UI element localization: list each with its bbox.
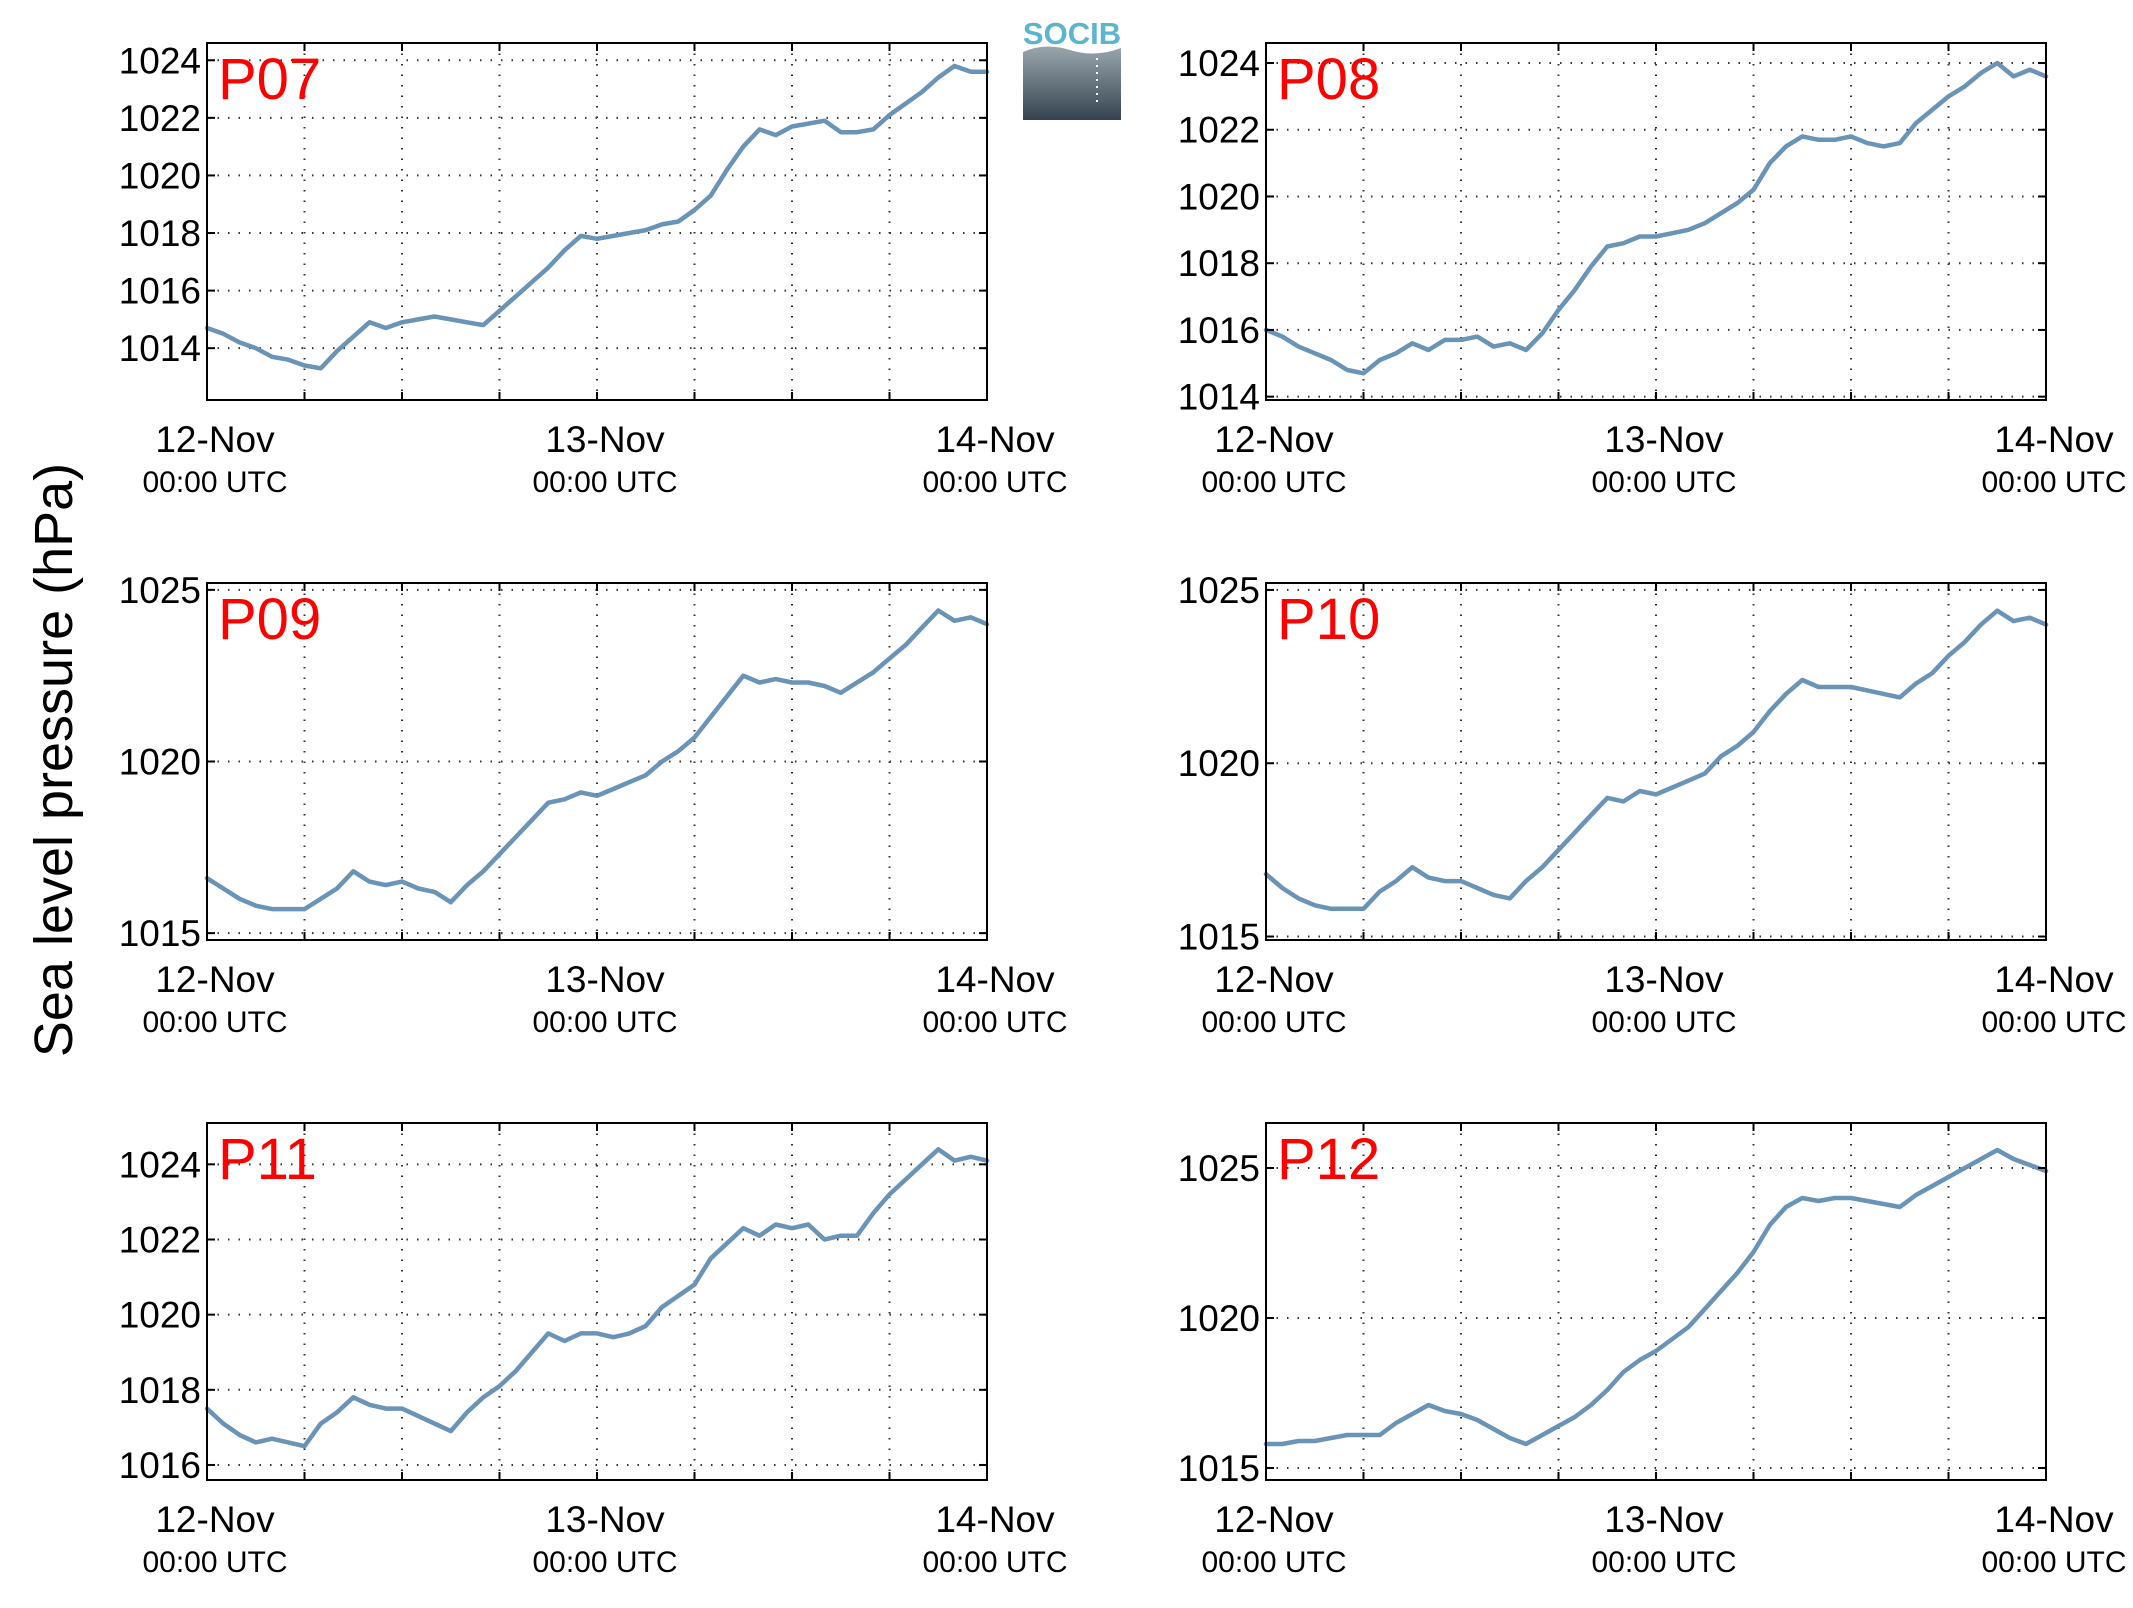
- x-tick-time: 00:00 UTC: [1201, 466, 1346, 499]
- x-tick-date: 13-Nov: [1604, 419, 1724, 460]
- socib-logo: SOCIB: [1023, 16, 1121, 120]
- chart-panel-p09: 1015 1020 1025 12-Nov 00:00 UTC 13-Nov 00:00 U…: [119, 570, 1068, 1039]
- x-tick-date: 12-Nov: [1214, 959, 1334, 1000]
- y-tick-label: 1024: [1178, 43, 1260, 84]
- series-line-p12: [1263, 1147, 2049, 1447]
- chart-panel-p12: 1015 1020 1025 12-Nov 00:00 UTC 13-Nov 00:00 U…: [1178, 1122, 2127, 1579]
- x-tick-date: 13-Nov: [545, 959, 665, 1000]
- x-tick-date: 13-Nov: [1604, 959, 1724, 1000]
- series-line-p11: [204, 1147, 990, 1449]
- y-tick-label: 1024: [119, 40, 201, 81]
- y-tick-label: 1015: [1178, 1448, 1260, 1489]
- panel-label-p08: P08: [1277, 47, 1380, 112]
- x-tick-time: 00:00 UTC: [532, 466, 677, 499]
- x-tick-time: 00:00 UTC: [142, 1546, 287, 1579]
- x-tick-time: 00:00 UTC: [1201, 1546, 1346, 1579]
- y-tick-label: 1020: [119, 1295, 201, 1336]
- y-tick-label: 1022: [119, 1219, 201, 1260]
- y-tick-label: 1018: [119, 213, 201, 254]
- panel-label-p10: P10: [1277, 587, 1380, 652]
- y-tick-label: 1020: [1178, 743, 1260, 784]
- y-tick-label: 1016: [1178, 310, 1260, 351]
- y-tick-label: 1014: [1178, 377, 1260, 418]
- x-tick-date: 14-Nov: [935, 419, 1055, 460]
- x-tick-time: 00:00 UTC: [1201, 1006, 1346, 1039]
- chart-panel-p08: 1014 1016 1018 1020 1022 1024 12-Nov 00:00 UTC 1…: [1178, 42, 2127, 499]
- y-tick-label: 1014: [119, 328, 201, 369]
- y-axis-label: Sea level pressure (hPa): [24, 463, 84, 1057]
- y-tick-label: 1015: [1178, 917, 1260, 958]
- x-tick-date: 14-Nov: [935, 959, 1055, 1000]
- y-tick-label: 1024: [119, 1144, 201, 1185]
- panel-label-p11: P11: [218, 1127, 317, 1192]
- y-tick-label: 1016: [119, 1445, 201, 1486]
- x-tick-time: 00:00 UTC: [1591, 1546, 1736, 1579]
- x-tick-time: 00:00 UTC: [922, 1546, 1067, 1579]
- panel-label-p07: P07: [218, 47, 321, 112]
- x-tick-date: 12-Nov: [155, 959, 275, 1000]
- y-tick-label: 1025: [119, 570, 201, 611]
- chart-panel-p07: 1014 1016 1018 1020 1022 1024 12-Nov 00:00 UTC 1…: [119, 40, 1068, 499]
- y-tick-label: 1018: [119, 1370, 201, 1411]
- y-tick-label: 1016: [119, 271, 201, 312]
- y-tick-label: 1020: [119, 742, 201, 783]
- x-tick-date: 14-Nov: [1994, 959, 2114, 1000]
- x-tick-time: 00:00 UTC: [1981, 1546, 2126, 1579]
- y-tick-label: 1018: [1178, 243, 1260, 284]
- chart-panel-p11: 1016 1018 1020 1022 1024 12-Nov 00:00 UTC 13-No…: [119, 1122, 1068, 1579]
- x-tick-date: 12-Nov: [155, 1499, 275, 1540]
- logo-wave-shape: [1023, 46, 1121, 120]
- y-tick-label: 1022: [119, 98, 201, 139]
- chart-panel-p10: 1015 1020 1025 12-Nov 00:00 UTC 13-Nov 00:00 U…: [1178, 570, 2127, 1039]
- y-tick-label: 1015: [119, 913, 201, 954]
- x-tick-time: 00:00 UTC: [532, 1546, 677, 1579]
- series-line-p08: [1263, 60, 2049, 376]
- y-tick-label: 1020: [1178, 1298, 1260, 1339]
- x-tick-date: 14-Nov: [1994, 419, 2114, 460]
- x-tick-date: 12-Nov: [155, 419, 275, 460]
- series-line-p09: [204, 608, 990, 912]
- panel-label-p12: P12: [1277, 1127, 1380, 1192]
- x-tick-time: 00:00 UTC: [1591, 1006, 1736, 1039]
- logo-text: SOCIB: [1023, 16, 1121, 51]
- y-tick-label: 1020: [119, 155, 201, 196]
- y-tick-label: 1025: [1178, 1148, 1260, 1189]
- x-tick-time: 00:00 UTC: [1591, 466, 1736, 499]
- series-line-p07: [204, 63, 990, 371]
- y-tick-label: 1025: [1178, 570, 1260, 611]
- panel-label-p09: P09: [218, 587, 321, 652]
- x-tick-date: 13-Nov: [545, 1499, 665, 1540]
- series-line-p10: [1263, 608, 2049, 912]
- x-tick-time: 00:00 UTC: [922, 1006, 1067, 1039]
- x-tick-date: 13-Nov: [545, 419, 665, 460]
- y-tick-label: 1022: [1178, 110, 1260, 151]
- x-tick-time: 00:00 UTC: [142, 1006, 287, 1039]
- y-tick-label: 1020: [1178, 176, 1260, 217]
- x-tick-time: 00:00 UTC: [1981, 466, 2126, 499]
- x-tick-date: 14-Nov: [1994, 1499, 2114, 1540]
- x-tick-date: 13-Nov: [1604, 1499, 1724, 1540]
- x-tick-date: 12-Nov: [1214, 1499, 1334, 1540]
- x-tick-date: 14-Nov: [935, 1499, 1055, 1540]
- x-tick-date: 12-Nov: [1214, 419, 1334, 460]
- x-tick-time: 00:00 UTC: [1981, 1006, 2126, 1039]
- x-tick-time: 00:00 UTC: [922, 466, 1067, 499]
- x-tick-time: 00:00 UTC: [532, 1006, 677, 1039]
- x-tick-time: 00:00 UTC: [142, 466, 287, 499]
